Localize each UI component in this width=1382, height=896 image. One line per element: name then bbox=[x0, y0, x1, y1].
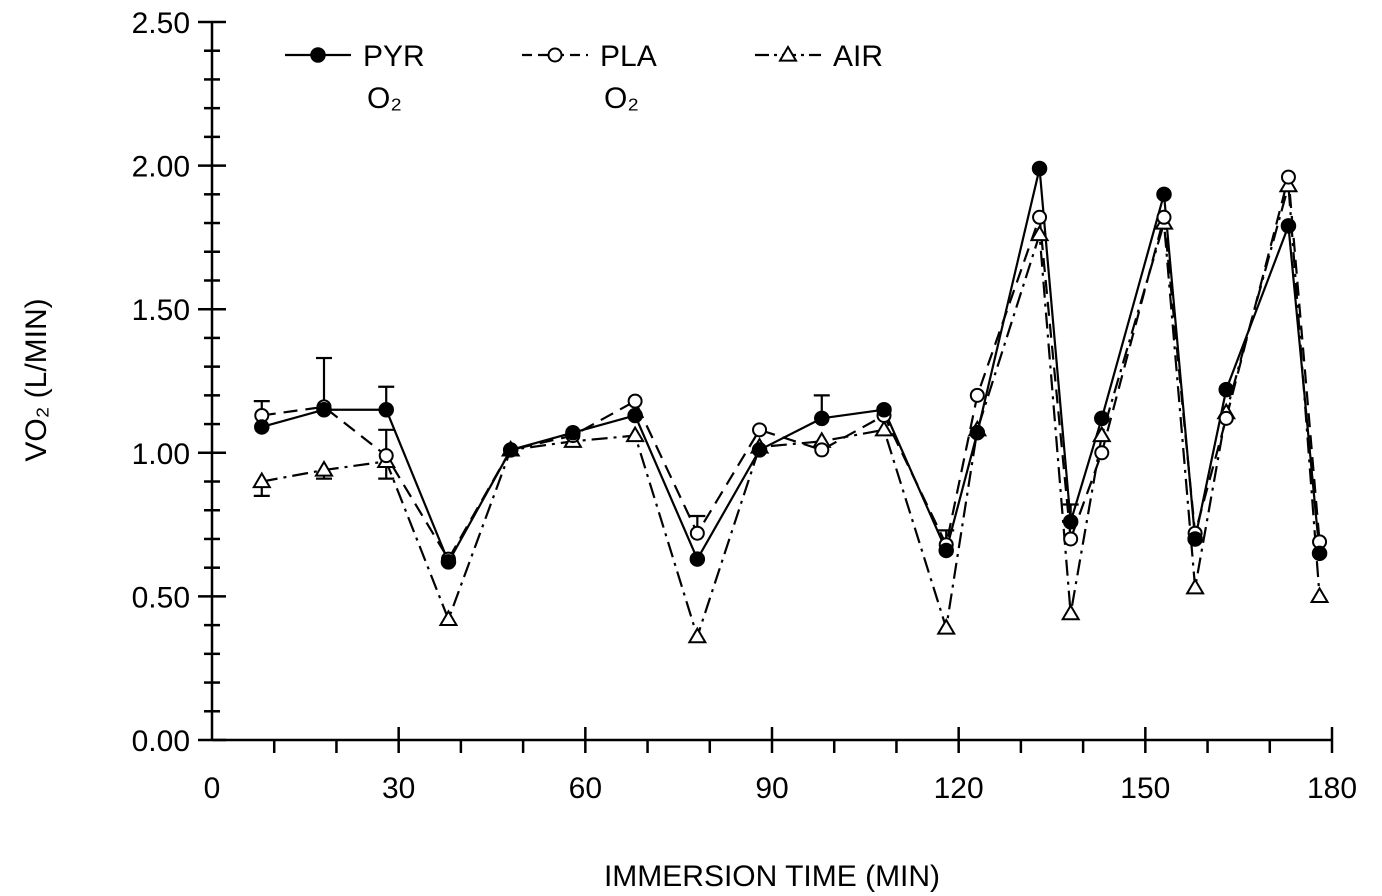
marker-open-triangle bbox=[1185, 577, 1205, 595]
x-tick-label: 60 bbox=[569, 772, 602, 805]
marker-filled-circle bbox=[1062, 513, 1079, 530]
marker-filled-circle bbox=[1280, 218, 1297, 234]
marker-filled-circle bbox=[310, 47, 326, 63]
y-tick-label: 2.50 bbox=[132, 7, 190, 40]
marker-open-triangle bbox=[936, 618, 956, 635]
y-axis-title: VO₂ (L/MIN) bbox=[20, 298, 53, 461]
marker-filled-circle bbox=[565, 424, 581, 441]
y-tick-label: 1.00 bbox=[132, 438, 190, 471]
marker-filled-circle bbox=[1311, 545, 1328, 562]
marker-filled-circle bbox=[378, 401, 394, 418]
marker-filled-circle bbox=[876, 401, 892, 418]
marker-filled-circle bbox=[751, 442, 768, 458]
legend-sublabel-pyr: O₂ bbox=[367, 82, 402, 115]
marker-open-triangle bbox=[625, 425, 645, 443]
marker-filled-circle bbox=[316, 401, 332, 418]
x-tick-label: 150 bbox=[1120, 772, 1170, 805]
marker-filled-circle bbox=[440, 554, 457, 570]
marker-open-circle bbox=[1280, 169, 1296, 185]
marker-filled-circle bbox=[1156, 186, 1172, 203]
x-tick-label: 30 bbox=[382, 772, 415, 805]
marker-open-triangle bbox=[252, 471, 272, 489]
marker-open-triangle bbox=[314, 460, 334, 477]
marker-filled-circle bbox=[969, 424, 986, 441]
marker-open-triangle bbox=[778, 45, 798, 62]
marker-filled-circle bbox=[254, 419, 270, 435]
marker-open-triangle bbox=[1309, 586, 1330, 603]
legend-label-air: AIR bbox=[833, 40, 883, 73]
marker-open-triangle bbox=[1060, 603, 1081, 621]
y-tick-label: 1.50 bbox=[132, 294, 190, 327]
marker-open-triangle bbox=[1029, 224, 1050, 242]
marker-filled-circle bbox=[938, 542, 954, 559]
marker-open-triangle bbox=[438, 609, 459, 626]
marker-filled-circle bbox=[689, 551, 706, 567]
x-tick-label: 0 bbox=[204, 772, 221, 805]
marker-filled-circle bbox=[814, 410, 830, 427]
x-axis-title: IMMERSION TIME (MIN) bbox=[604, 860, 940, 893]
legend-sublabel-pla: O₂ bbox=[604, 82, 639, 115]
y-tick-label: 0.00 bbox=[132, 725, 190, 758]
legend-label-pyr: PYR bbox=[363, 40, 425, 73]
x-tick-label: 90 bbox=[755, 772, 788, 805]
marker-open-circle bbox=[627, 393, 643, 409]
marker-open-circle bbox=[547, 47, 563, 63]
legend: PYR O₂ PLA O₂ AIR bbox=[285, 40, 883, 115]
marker-open-triangle bbox=[1092, 425, 1112, 443]
marker-open-triangle bbox=[687, 626, 708, 644]
marker-open-triangle bbox=[874, 419, 894, 437]
series-line-air bbox=[261, 185, 1321, 641]
marker-open-circle bbox=[689, 525, 705, 541]
axes: 0 30 60 90 120 150 180 0.00 0.50 1.00 1.50 2.00 2.50 bbox=[132, 7, 1357, 805]
marker-open-circle bbox=[1032, 209, 1048, 225]
marker-filled-circle bbox=[1187, 531, 1203, 547]
marker-filled-circle bbox=[1218, 381, 1234, 398]
marker-open-circle bbox=[1156, 209, 1172, 225]
series-layer bbox=[252, 160, 1330, 644]
marker-filled-circle bbox=[502, 442, 519, 458]
x-tick-label: 180 bbox=[1307, 772, 1357, 805]
marker-filled-circle bbox=[1094, 410, 1110, 427]
legend-label-pla: PLA bbox=[600, 40, 657, 73]
marker-open-circle bbox=[378, 448, 394, 464]
y-tick-label: 0.50 bbox=[132, 581, 190, 614]
marker-filled-circle bbox=[1031, 160, 1048, 177]
marker-open-circle bbox=[1218, 410, 1234, 426]
x-tick-label: 120 bbox=[934, 772, 984, 805]
y-tick-label: 2.00 bbox=[132, 151, 190, 184]
marker-open-circle bbox=[1063, 531, 1079, 547]
marker-open-circle bbox=[814, 442, 830, 458]
marker-open-circle bbox=[752, 422, 768, 438]
marker-open-circle bbox=[969, 387, 985, 403]
marker-filled-circle bbox=[627, 407, 643, 424]
marker-open-circle bbox=[1094, 445, 1110, 461]
